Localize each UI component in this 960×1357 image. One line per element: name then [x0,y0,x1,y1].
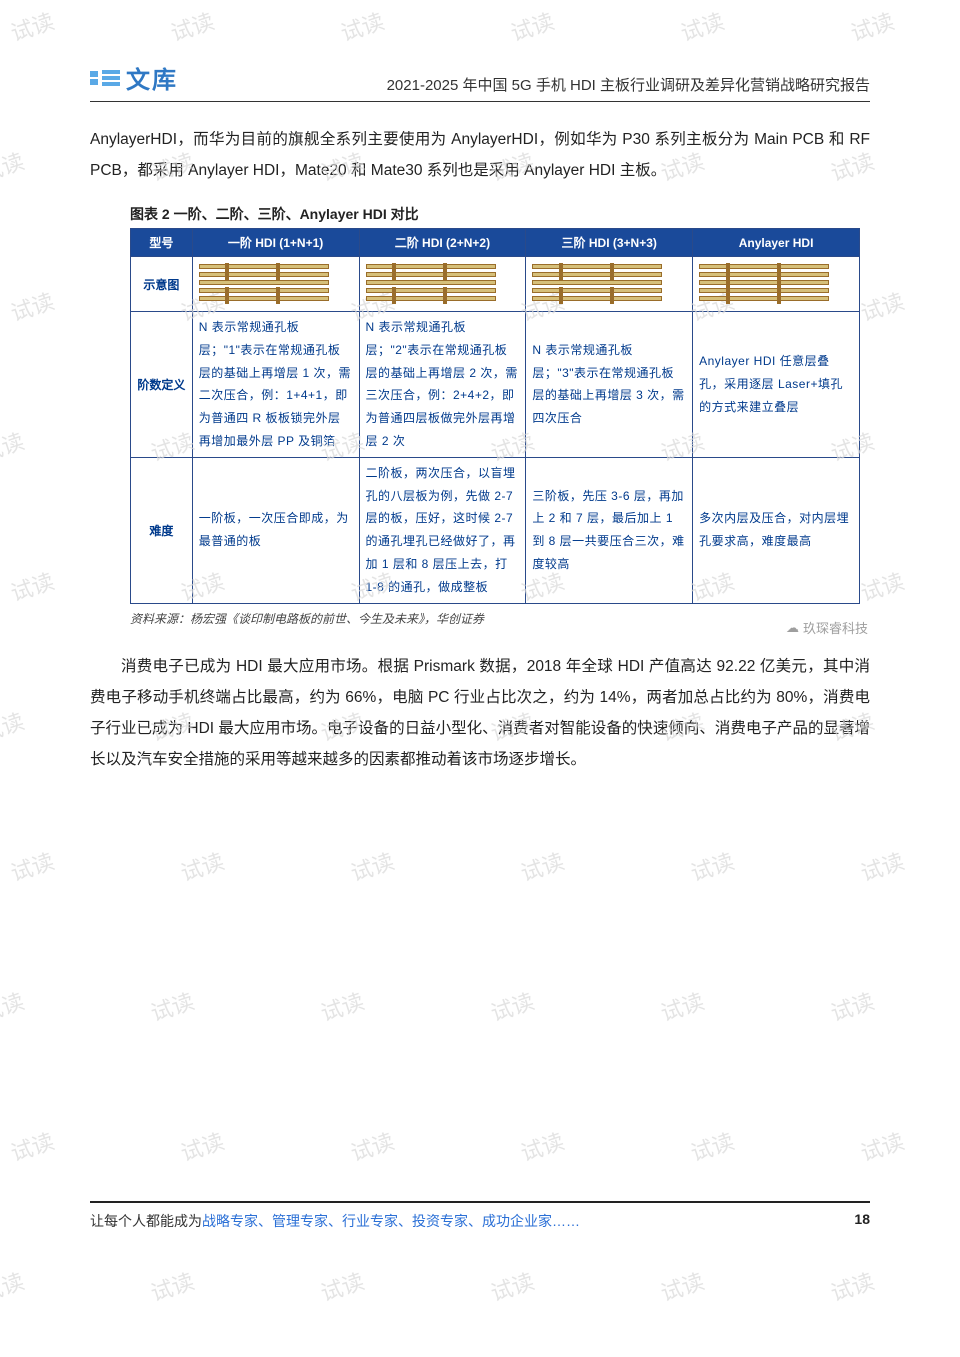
def-cell-4: Anylayer HDI 任意层叠孔，采用逐层 Laser+填孔的方式来建立叠层 [693,312,860,458]
col-header: 二阶 HDI (2+N+2) [359,229,526,257]
wm: 试读 [176,844,228,888]
footer-highlights: 战略专家、管理专家、行业专家、投资专家、成功企业家…… [202,1213,580,1229]
cloud-icon: ☁ [786,620,799,636]
table-source: 资料来源：杨宏强《谈印制电路板的前世、今生及未来》，华创证券 [130,610,870,627]
wm: 试读 [6,564,58,608]
wm: 试读 [6,4,58,48]
wm: 试读 [856,1124,908,1168]
wm: 试读 [0,984,28,1028]
footer-prefix: 让每个人都能成为 [90,1213,202,1229]
wm: 试读 [686,844,738,888]
wm: 试读 [0,144,28,188]
wm: 试读 [856,564,908,608]
wm: 试读 [6,284,58,328]
table-row-diagram: 示意图 [131,257,860,312]
hdi-comparison-table: 型号 一阶 HDI (1+N+1) 二阶 HDI (2+N+2) 三阶 HDI … [130,228,860,604]
diff-cell-1: 一阶板，一次压合即成，为最普通的板 [192,457,359,603]
corner-watermark: ☁ 玖琛睿科技 [786,618,868,637]
diff-cell-4: 多次内层及压合，对内层埋孔要求高，难度最高 [693,457,860,603]
wm: 试读 [346,844,398,888]
wm: 试读 [856,844,908,888]
wm: 试读 [486,1264,538,1308]
paragraph-1: AnylayerHDI，而华为目前的旗舰全系列主要使用为 AnylayerHDI… [90,124,870,186]
wm: 试读 [176,1124,228,1168]
col-header: 型号 [131,229,193,257]
wm: 试读 [826,984,878,1028]
wm: 试读 [506,4,558,48]
corner-watermark-text: 玖琛睿科技 [803,618,868,637]
diagram-1 [192,257,359,312]
col-header: 一阶 HDI (1+N+1) [192,229,359,257]
wm: 试读 [146,1264,198,1308]
wm: 试读 [656,1264,708,1308]
logo-icon [90,69,120,87]
table-caption: 图表 2 一阶、二阶、三阶、Anylayer HDI 对比 [130,204,870,224]
wm: 试读 [846,4,898,48]
logo: 文库 [90,60,178,95]
wm: 试读 [826,1264,878,1308]
wm: 试读 [0,1264,28,1308]
wm: 试读 [486,984,538,1028]
paragraph-2: 消费电子已成为 HDI 最大应用市场。根据 Prismark 数据，2018 年… [90,651,870,775]
wm: 试读 [346,1124,398,1168]
wm: 试读 [856,284,908,328]
wm: 试读 [146,984,198,1028]
diff-cell-3: 三阶板，先压 3-6 层，再加上 2 和 7 层，最后加上 1 到 8 层一共要… [526,457,693,603]
def-cell-3: N 表示常规通孔板层；"3"表示在常规通孔板层的基础上再增层 3 次，需四次压合 [526,312,693,458]
wm: 试读 [686,1124,738,1168]
page-footer: 让每个人都能成为战略专家、管理专家、行业专家、投资专家、成功企业家…… 18 [90,1201,870,1231]
def-cell-2: N 表示常规通孔板层；"2"表示在常规通孔板层的基础上再增层 2 次，需三次压合… [359,312,526,458]
diagram-3 [526,257,693,312]
wm: 试读 [516,844,568,888]
wm: 试读 [656,984,708,1028]
footer-tagline: 让每个人都能成为战略专家、管理专家、行业专家、投资专家、成功企业家…… [90,1211,580,1231]
logo-text: 文库 [126,60,178,95]
table-row-difficulty: 难度 一阶板，一次压合即成，为最普通的板 二阶板，两次压合，以盲埋孔的八层板为例… [131,457,860,603]
diff-cell-2: 二阶板，两次压合，以盲埋孔的八层板为例，先做 2-7 层的板，压好，这时候 2-… [359,457,526,603]
wm: 试读 [0,424,28,468]
wm: 试读 [6,844,58,888]
col-header: 三阶 HDI (3+N+3) [526,229,693,257]
row-label-definition: 阶数定义 [131,312,193,458]
report-title: 2021-2025 年中国 5G 手机 HDI 主板行业调研及差异化营销战略研究… [387,74,870,95]
wm: 试读 [516,1124,568,1168]
wm: 试读 [336,4,388,48]
page-header: 文库 2021-2025 年中国 5G 手机 HDI 主板行业调研及差异化营销战… [90,60,870,102]
def-cell-1: N 表示常规通孔板层；"1"表示在常规通孔板层的基础上再增层 1 次，需二次压合… [192,312,359,458]
col-header: Anylayer HDI [693,229,860,257]
wm: 试读 [316,984,368,1028]
wm: 试读 [0,704,28,748]
row-label-difficulty: 难度 [131,457,193,603]
wm: 试读 [316,1264,368,1308]
page-number: 18 [854,1211,870,1231]
diagram-4 [693,257,860,312]
wm: 试读 [676,4,728,48]
diagram-2 [359,257,526,312]
wm: 试读 [166,4,218,48]
table-row-definition: 阶数定义 N 表示常规通孔板层；"1"表示在常规通孔板层的基础上再增层 1 次，… [131,312,860,458]
wm: 试读 [6,1124,58,1168]
row-label-diagram: 示意图 [131,257,193,312]
